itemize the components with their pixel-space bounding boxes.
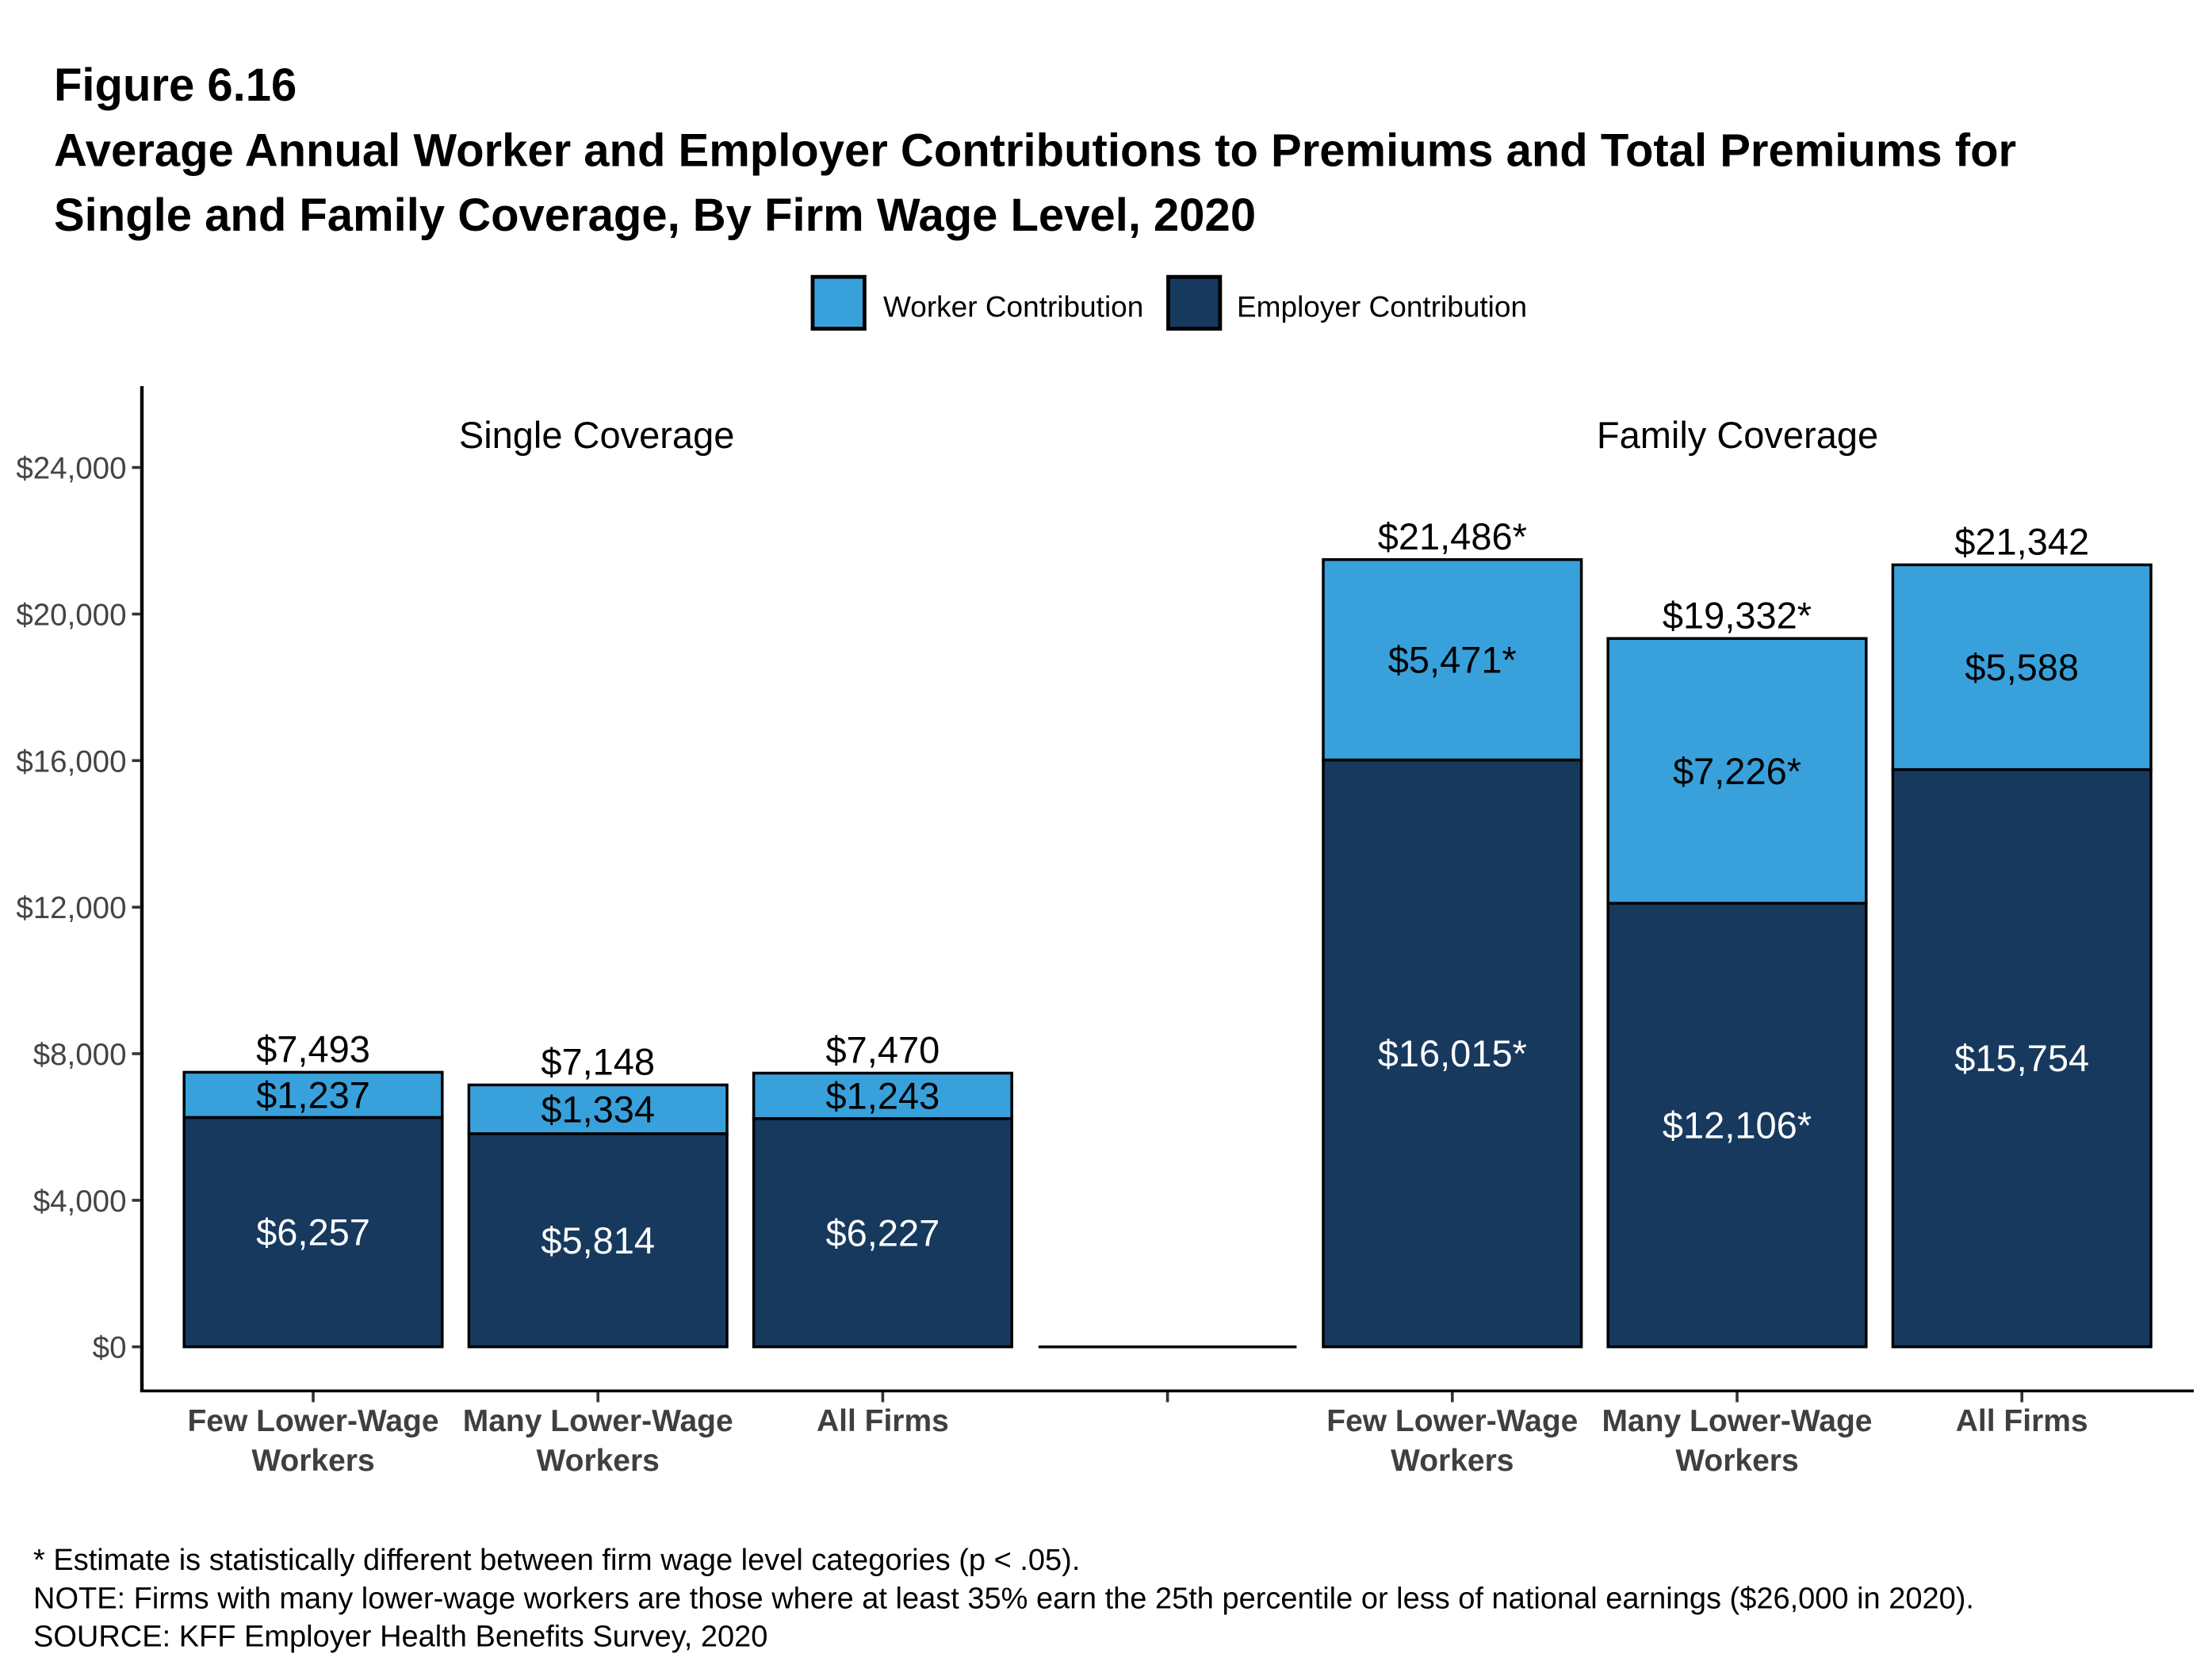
svg-text:$21,342: $21,342 (1954, 520, 2089, 562)
svg-text:Figure 6.16: Figure 6.16 (54, 59, 297, 111)
svg-text:$1,237: $1,237 (256, 1074, 370, 1116)
svg-text:Workers: Workers (1675, 1444, 1798, 1478)
svg-text:$6,227: $6,227 (826, 1211, 940, 1254)
svg-text:$4,000: $4,000 (33, 1185, 127, 1219)
svg-text:Few Lower-Wage: Few Lower-Wage (187, 1404, 438, 1438)
svg-text:$0: $0 (93, 1331, 127, 1365)
svg-text:All Firms: All Firms (817, 1404, 949, 1438)
svg-text:$12,106*: $12,106* (1663, 1104, 1812, 1146)
svg-text:$5,814: $5,814 (541, 1219, 655, 1261)
svg-text:Workers: Workers (537, 1444, 660, 1478)
svg-text:Family Coverage: Family Coverage (1597, 414, 1878, 456)
svg-text:$5,471*: $5,471* (1388, 639, 1517, 681)
svg-text:$1,334: $1,334 (541, 1089, 655, 1131)
svg-text:SOURCE: KFF Employer Health Be: SOURCE: KFF Employer Health Benefits Sur… (33, 1620, 767, 1653)
svg-text:Single and Family Coverage, By: Single and Family Coverage, By Firm Wage… (54, 189, 1256, 241)
svg-text:$7,148: $7,148 (541, 1040, 655, 1082)
svg-text:Many Lower-Wage: Many Lower-Wage (1602, 1404, 1873, 1438)
svg-text:$12,000: $12,000 (16, 891, 126, 925)
svg-text:$8,000: $8,000 (33, 1038, 127, 1072)
svg-text:$15,754: $15,754 (1954, 1037, 2089, 1079)
svg-text:Many Lower-Wage: Many Lower-Wage (463, 1404, 733, 1438)
svg-text:$6,257: $6,257 (256, 1211, 370, 1254)
svg-text:NOTE: Firms with many lower-wa: NOTE: Firms with many lower-wage workers… (33, 1582, 1974, 1615)
svg-text:Workers: Workers (1391, 1444, 1514, 1478)
svg-text:$7,493: $7,493 (256, 1028, 370, 1070)
svg-text:$7,470: $7,470 (826, 1029, 940, 1071)
svg-text:Average Annual Worker and Empl: Average Annual Worker and Employer Contr… (54, 125, 2016, 177)
svg-text:All Firms: All Firms (1956, 1404, 2088, 1438)
svg-text:Worker Contribution: Worker Contribution (883, 290, 1143, 323)
svg-text:$19,332*: $19,332* (1663, 594, 1812, 636)
svg-text:$7,226*: $7,226* (1673, 750, 1801, 792)
svg-text:Single Coverage: Single Coverage (459, 414, 735, 456)
svg-text:Few Lower-Wage: Few Lower-Wage (1326, 1404, 1578, 1438)
svg-text:$20,000: $20,000 (16, 599, 126, 633)
svg-text:$5,588: $5,588 (1965, 646, 2079, 688)
svg-text:$24,000: $24,000 (16, 452, 126, 486)
svg-text:$21,486*: $21,486* (1378, 515, 1527, 557)
svg-text:* Estimate is statistically di: * Estimate is statistically different be… (33, 1544, 1080, 1577)
svg-text:$16,015*: $16,015* (1378, 1032, 1527, 1074)
svg-text:Workers: Workers (251, 1444, 374, 1478)
svg-text:$16,000: $16,000 (16, 744, 126, 779)
svg-text:$1,243: $1,243 (826, 1075, 940, 1117)
svg-text:Employer Contribution: Employer Contribution (1237, 290, 1527, 323)
